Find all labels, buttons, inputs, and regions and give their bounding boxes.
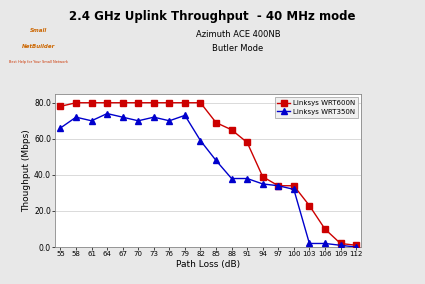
Linksys WRT350N: [338, 244, 343, 247]
Linksys WRT350N: [105, 112, 110, 115]
Linksys WRT600N: [307, 204, 312, 207]
Linksys WRT600N: [198, 101, 203, 105]
Linksys WRT350N: [151, 116, 156, 119]
Linksys WRT600N: [182, 101, 187, 105]
Text: Small: Small: [30, 28, 47, 33]
Linksys WRT350N: [120, 116, 125, 119]
Linksys WRT350N: [307, 242, 312, 245]
Linksys WRT350N: [167, 119, 172, 122]
Y-axis label: Thoughput (Mbps): Thoughput (Mbps): [22, 129, 31, 212]
Linksys WRT600N: [245, 141, 250, 144]
Linksys WRT350N: [276, 184, 281, 187]
Linksys WRT600N: [74, 101, 79, 105]
Line: Linksys WRT600N: Linksys WRT600N: [58, 100, 359, 248]
Linksys WRT600N: [354, 244, 359, 247]
Linksys WRT600N: [213, 121, 218, 124]
Linksys WRT350N: [58, 126, 63, 130]
Linksys WRT600N: [136, 101, 141, 105]
Linksys WRT350N: [354, 245, 359, 249]
Linksys WRT350N: [260, 182, 265, 186]
Linksys WRT600N: [105, 101, 110, 105]
Text: Butler Mode: Butler Mode: [212, 44, 264, 53]
Linksys WRT600N: [89, 101, 94, 105]
Linksys WRT600N: [151, 101, 156, 105]
Legend: Linksys WRT600N, Linksys WRT350N: Linksys WRT600N, Linksys WRT350N: [275, 97, 358, 118]
Text: Azimuth ACE 400NB: Azimuth ACE 400NB: [196, 30, 280, 39]
Linksys WRT600N: [338, 242, 343, 245]
Linksys WRT600N: [229, 128, 234, 131]
Text: Best Help for Your Small Network: Best Help for Your Small Network: [9, 60, 68, 64]
Linksys WRT350N: [291, 188, 296, 191]
X-axis label: Path Loss (dB): Path Loss (dB): [176, 260, 240, 269]
Linksys WRT600N: [323, 227, 328, 231]
Linksys WRT350N: [245, 177, 250, 180]
Linksys WRT350N: [213, 159, 218, 162]
Line: Linksys WRT350N: Linksys WRT350N: [57, 111, 359, 250]
Linksys WRT350N: [323, 242, 328, 245]
Linksys WRT350N: [74, 116, 79, 119]
Linksys WRT350N: [229, 177, 234, 180]
Linksys WRT350N: [136, 119, 141, 122]
Linksys WRT600N: [120, 101, 125, 105]
Linksys WRT600N: [276, 184, 281, 187]
Linksys WRT350N: [198, 139, 203, 142]
Linksys WRT600N: [291, 184, 296, 187]
Linksys WRT350N: [182, 114, 187, 117]
Linksys WRT600N: [260, 175, 265, 178]
Linksys WRT350N: [89, 119, 94, 122]
Linksys WRT600N: [167, 101, 172, 105]
Text: NetBuilder: NetBuilder: [22, 43, 55, 49]
Text: 2.4 GHz Uplink Throughput  - 40 MHz mode: 2.4 GHz Uplink Throughput - 40 MHz mode: [69, 10, 356, 23]
Linksys WRT600N: [58, 105, 63, 108]
